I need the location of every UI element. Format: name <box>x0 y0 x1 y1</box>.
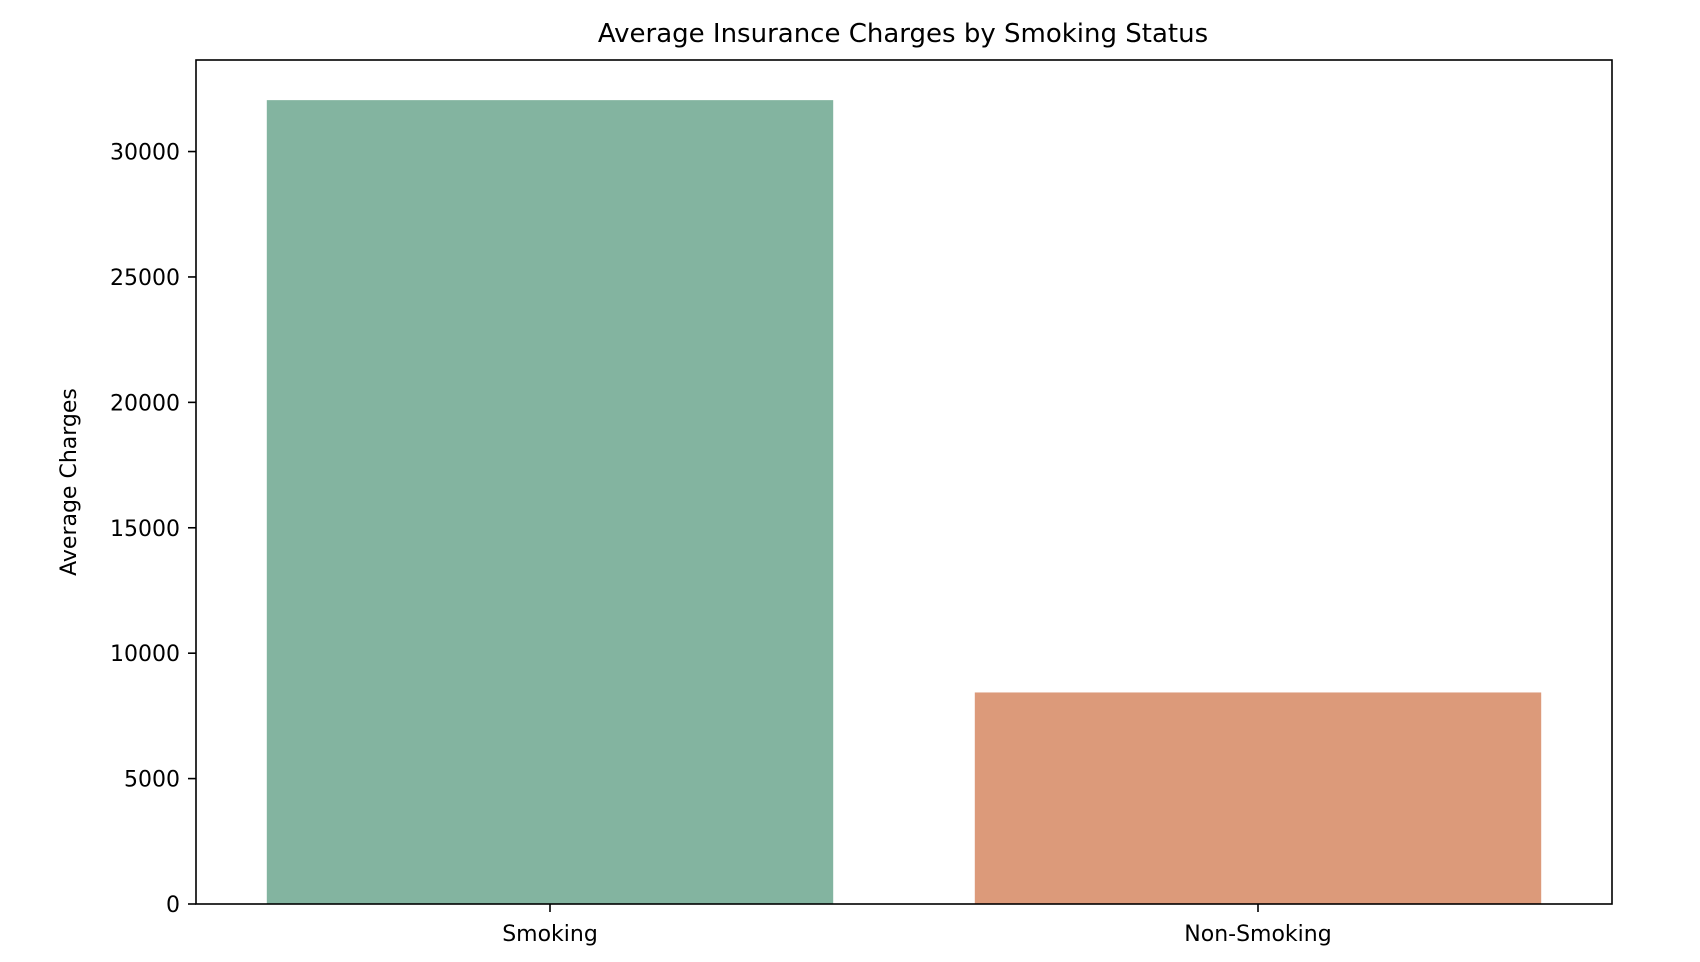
y-tick-label: 10000 <box>110 642 180 667</box>
x-tick-label: Smoking <box>502 922 598 947</box>
bar-non-smoking <box>974 692 1542 904</box>
y-tick-label: 20000 <box>110 391 180 416</box>
y-tick-label: 25000 <box>110 266 180 291</box>
y-tick-label: 30000 <box>110 141 180 166</box>
y-tick-label: 5000 <box>124 768 180 793</box>
y-tick-label: 0 <box>166 893 180 918</box>
bar-smoking <box>266 100 834 905</box>
y-axis-label: Average Charges <box>57 388 82 576</box>
y-tick-label: 15000 <box>110 517 180 542</box>
x-axis: Smoking Non-Smoking <box>502 904 1332 947</box>
plot-area-frame <box>195 59 1613 905</box>
bars-group <box>266 100 1542 905</box>
chart-title: Average Insurance Charges by Smoking Sta… <box>598 19 1208 49</box>
y-axis: 0 5000 10000 15000 20000 25000 30000 <box>110 141 196 918</box>
x-tick-label: Non-Smoking <box>1184 922 1331 947</box>
